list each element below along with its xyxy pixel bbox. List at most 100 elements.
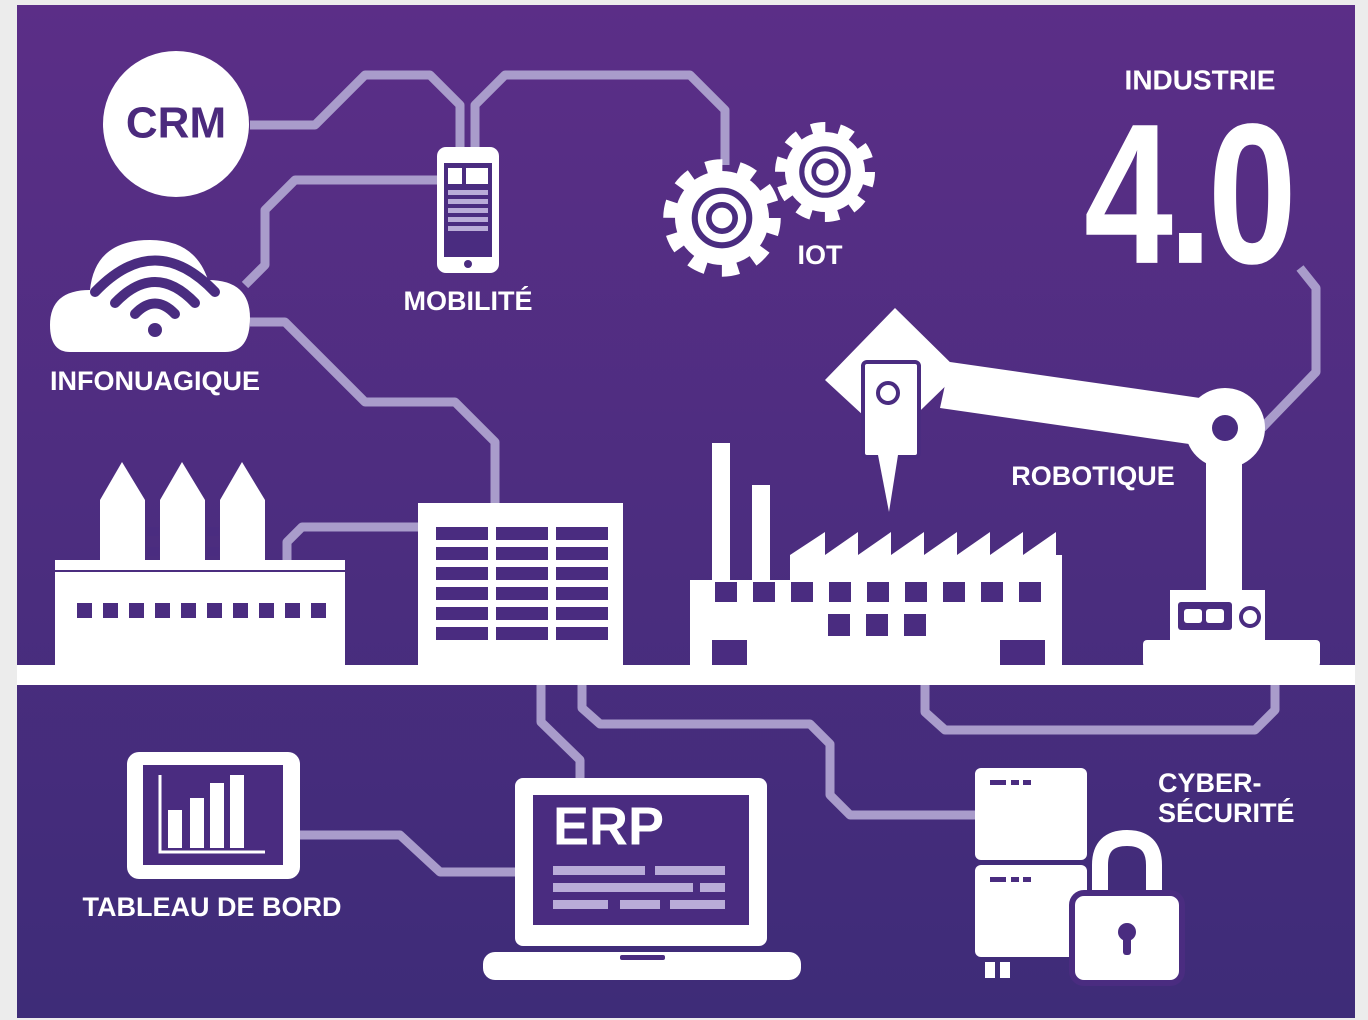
window: [556, 547, 608, 560]
server-led: [1011, 780, 1019, 785]
window: [715, 582, 737, 602]
wifi-dot: [148, 323, 162, 337]
screen-line: [620, 900, 660, 909]
server-led: [990, 780, 1006, 785]
window: [1019, 582, 1041, 602]
window: [556, 627, 608, 640]
window: [155, 603, 170, 618]
mobility-label: MOBILITÉ: [404, 285, 533, 316]
server-led: [990, 877, 1006, 882]
silo-gap: [207, 547, 219, 556]
window: [496, 527, 548, 540]
server-led: [1023, 780, 1031, 785]
window: [828, 614, 850, 636]
phone-block: [466, 168, 488, 184]
phone-line: [448, 217, 488, 222]
window: [905, 582, 927, 602]
laptop-notch: [620, 955, 665, 960]
window: [556, 587, 608, 600]
door: [712, 640, 747, 665]
silo-gap: [147, 547, 159, 556]
window: [233, 603, 248, 618]
robot-base: [1143, 640, 1320, 667]
window: [556, 527, 608, 540]
erp-label: ERP: [553, 796, 664, 856]
phone-line: [448, 226, 488, 231]
window: [496, 547, 548, 560]
screen-line: [553, 900, 608, 909]
window: [556, 607, 608, 620]
window: [181, 603, 196, 618]
title: 4.0: [1084, 83, 1292, 306]
window: [436, 527, 488, 540]
window: [981, 582, 1003, 602]
chart-bar: [168, 810, 182, 848]
window: [436, 607, 488, 620]
phone-block: [448, 168, 462, 184]
infographic: CRM MOBILITÉ IOT INDUSTRIE 4.0 INFONUAGI…: [0, 0, 1368, 1020]
crm-label: CRM: [126, 99, 226, 148]
chimney: [712, 443, 730, 583]
server-foot: [985, 962, 995, 978]
window: [496, 567, 548, 580]
server-led: [1011, 877, 1019, 882]
window: [436, 567, 488, 580]
window: [311, 603, 326, 618]
phone-line: [448, 199, 488, 204]
window: [496, 607, 548, 620]
chart-bar: [230, 775, 244, 848]
screen-line: [670, 900, 725, 909]
ground: [17, 665, 1355, 685]
door: [1000, 640, 1045, 665]
window: [207, 603, 222, 618]
phone-line: [448, 208, 488, 213]
robot-led: [1184, 609, 1202, 623]
window: [285, 603, 300, 618]
window: [556, 567, 608, 580]
server-foot: [1000, 962, 1010, 978]
screen-line: [655, 866, 725, 875]
window: [103, 603, 118, 618]
silo: [160, 500, 205, 562]
screen-line: [553, 866, 645, 875]
window: [829, 582, 851, 602]
silo: [220, 500, 265, 562]
silo-gap: [147, 527, 159, 536]
window: [943, 582, 965, 602]
robot-joint-center: [1212, 415, 1238, 441]
phone-button: [464, 260, 472, 268]
window: [866, 614, 888, 636]
robotics-label: ROBOTIQUE: [1011, 461, 1175, 491]
chimney: [752, 485, 770, 585]
iot-label: IOT: [798, 240, 844, 270]
screen-line: [700, 883, 725, 892]
window: [436, 627, 488, 640]
server-led: [1023, 877, 1031, 882]
window: [867, 582, 889, 602]
window: [791, 582, 813, 602]
robot-tool: [863, 362, 919, 457]
screen-line: [553, 883, 693, 892]
page: {"header": {"kicker": "INDUSTRIE", "titl…: [0, 0, 1368, 1020]
cloud-label: INFONUAGIQUE: [50, 366, 260, 396]
window: [496, 587, 548, 600]
chart-bar: [210, 783, 224, 848]
factory-left: [55, 572, 345, 665]
window: [259, 603, 274, 618]
window: [496, 627, 548, 640]
window: [77, 603, 92, 618]
dashboard-label: TABLEAU DE BORD: [83, 892, 342, 922]
chart-bar: [190, 798, 204, 848]
keyhole-slot: [1123, 935, 1131, 955]
phone-line: [448, 190, 488, 195]
window: [436, 547, 488, 560]
security-label: SÉCURITÉ: [1158, 797, 1295, 828]
window: [436, 587, 488, 600]
window: [904, 614, 926, 636]
window: [753, 582, 775, 602]
silo-gap: [207, 527, 219, 536]
robot-led: [1206, 609, 1224, 623]
silo: [100, 500, 145, 562]
window: [129, 603, 144, 618]
security-label: CYBER-: [1158, 768, 1262, 798]
